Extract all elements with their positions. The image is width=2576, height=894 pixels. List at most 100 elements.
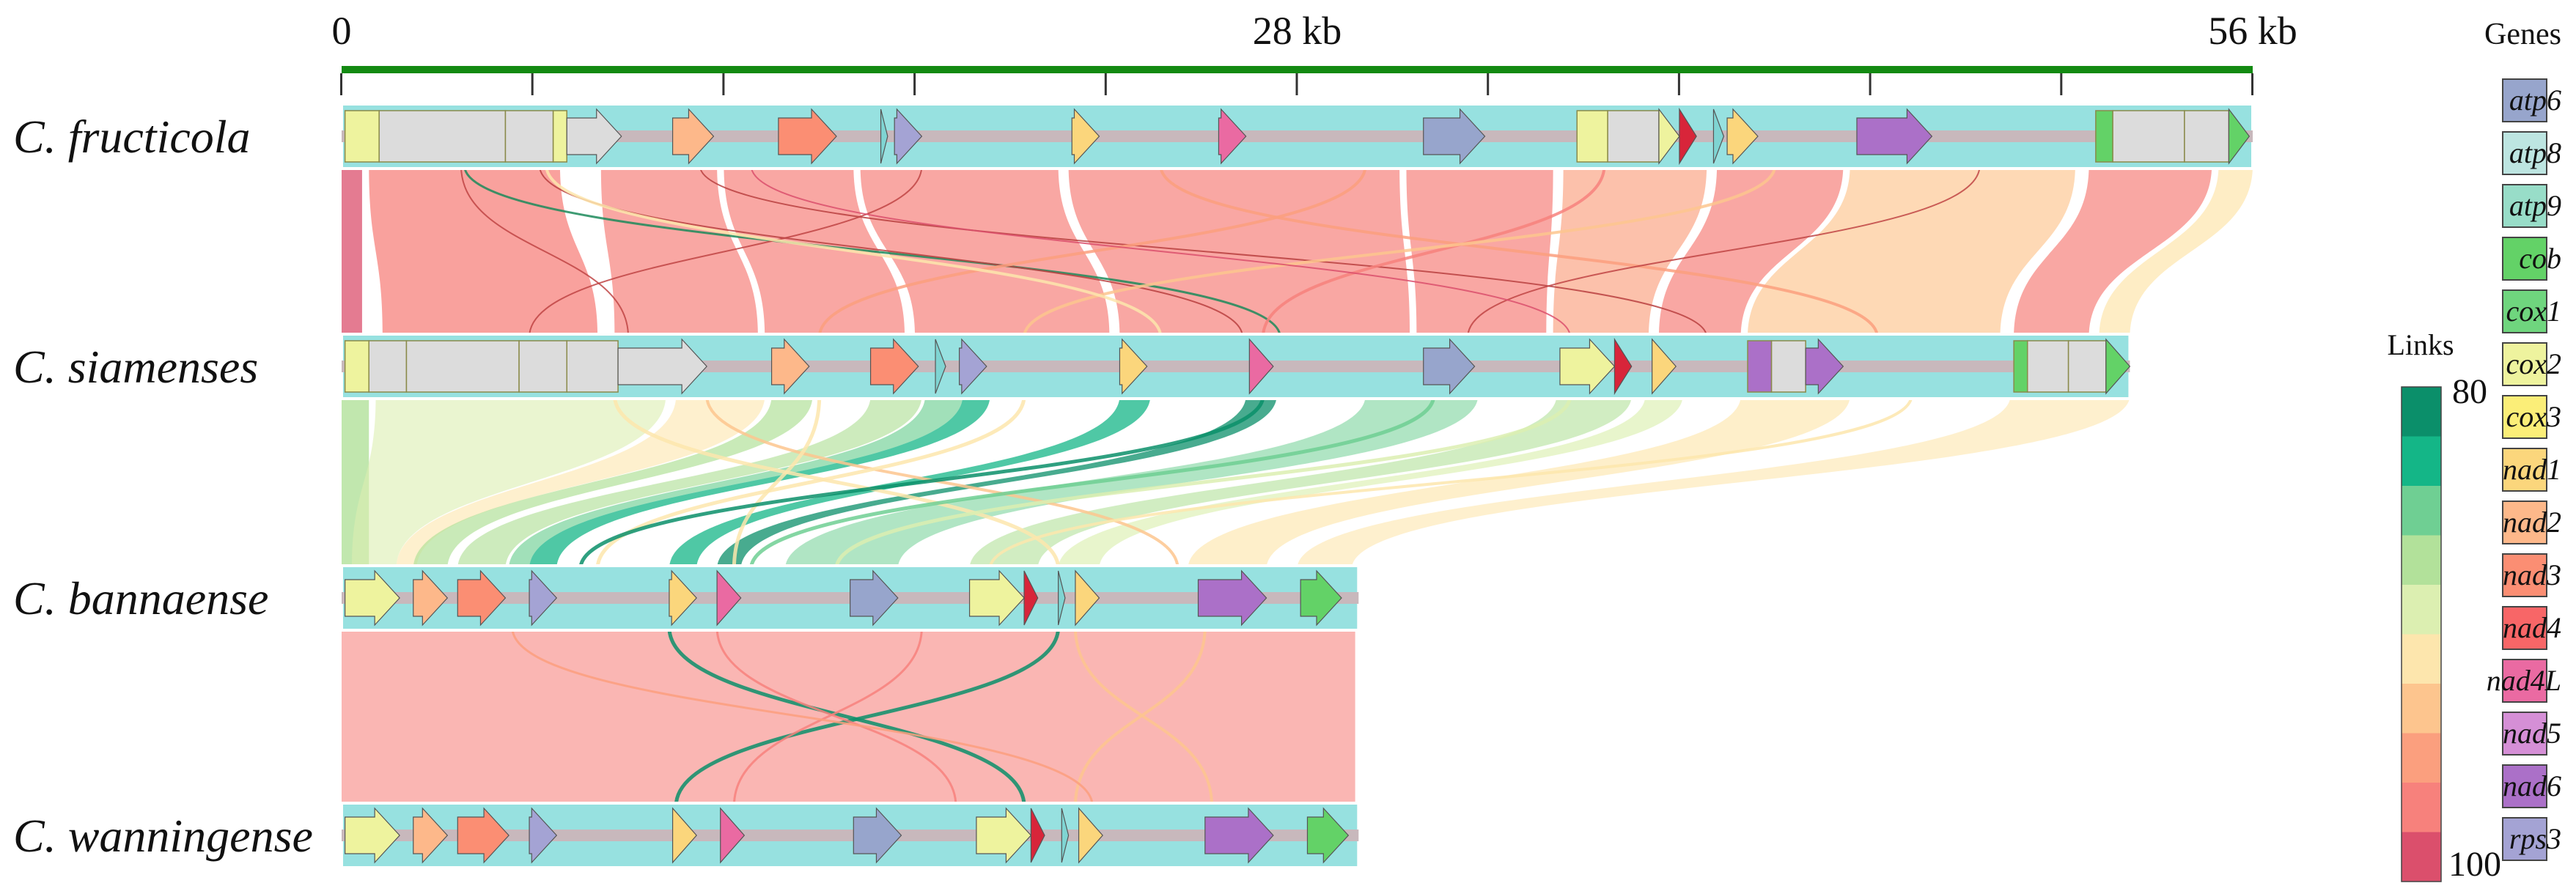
synteny-link [351, 396, 666, 569]
gene-cox2 [345, 807, 400, 864]
gene-cob [2095, 110, 2113, 163]
legend-swatch-cox2 [2502, 342, 2547, 386]
synteny-link [612, 395, 1061, 569]
legend-label: cox1 [2506, 295, 2561, 328]
gene-teal [1058, 570, 1066, 626]
legend-swatch-nad4 [2502, 606, 2547, 650]
synteny-link [545, 165, 1163, 338]
synteny-link [1406, 166, 1553, 337]
synteny-link [369, 166, 598, 337]
legend-label: nad1 [2503, 453, 2561, 486]
gene-red [1613, 337, 1633, 396]
genes-legend: Genes atp6 atp8 atp9 cob cox1 cox2 cox3 nad1 nad2… [2484, 18, 2561, 861]
gene-nad6 [1805, 338, 1844, 395]
synteny-link [1553, 166, 1707, 337]
synteny-link [413, 396, 813, 569]
synteny-link [600, 166, 758, 337]
gene-nad1 [669, 569, 697, 627]
legend-swatch-atp9 [2502, 184, 2547, 228]
synteny-link [578, 395, 1265, 569]
gene-grey [1607, 110, 1660, 163]
scale-tick-label: 56 kb [2208, 9, 2297, 53]
legend-swatch-rps3 [2502, 817, 2547, 861]
synteny-link [529, 396, 990, 569]
synteny-link [717, 396, 1277, 569]
legend-swatch-cox3 [2502, 395, 2547, 439]
synteny-link [1159, 165, 1879, 338]
synteny-link [1261, 165, 1606, 338]
links-legend: Links 80 100 [2387, 328, 2501, 884]
synteny-link [860, 166, 1110, 337]
links-legend-title: Links [2387, 328, 2454, 361]
synteny-link [460, 165, 630, 338]
synteny-link [750, 165, 1571, 338]
gene-cox2 [344, 110, 380, 163]
gene-cox2 [1658, 108, 1680, 165]
gene-nad3 [869, 338, 919, 395]
gene-teal [1061, 808, 1070, 863]
legend-swatch-nad4L [2502, 659, 2547, 703]
scale-tick [1295, 73, 1298, 95]
scale-tick-label: 0 [332, 9, 352, 53]
gene-nad4L [1218, 108, 1247, 165]
legend-label: atp8 [2509, 136, 2561, 169]
links-scale-segment [2402, 832, 2441, 882]
legend-label: nad2 [2503, 506, 2561, 539]
synteny-link [732, 627, 923, 807]
gene-grey [617, 338, 707, 395]
genome-track-1 [340, 333, 2132, 400]
synteny-link [699, 165, 1708, 338]
legend-label: atp6 [2509, 84, 2561, 117]
links-scale-segment [2402, 387, 2441, 437]
gene-nad1 [1071, 108, 1100, 165]
links-scale-segment [2402, 436, 2441, 487]
gene-nad1 [1078, 807, 1103, 864]
synteny-link [1073, 627, 1207, 807]
legend-label: cob [2519, 242, 2561, 275]
gene-cox2 [345, 569, 400, 627]
gene-nad3 [778, 108, 837, 165]
gene-cob [2105, 338, 2131, 395]
species-label: C. bannaense [13, 572, 268, 624]
gene-nad1 [1726, 108, 1759, 165]
species-label: C. siamenses [13, 341, 258, 393]
gene-rps3 [529, 807, 558, 864]
legend-swatch-nad1 [2502, 448, 2547, 492]
scale-tick [1869, 73, 1872, 95]
species-labels: C. fructicola C. siamenses C. bannaense C. … [13, 111, 313, 862]
synteny-link [705, 395, 1180, 569]
gene-atp6 [850, 569, 899, 627]
synteny-link [1068, 166, 1410, 337]
scale-tick [2251, 73, 2253, 95]
synteny-links [342, 165, 2253, 807]
legend-label: nad3 [2503, 558, 2561, 591]
links-scale-segment [2402, 535, 2441, 585]
gene-grey [566, 108, 622, 165]
gene-cox2 [968, 569, 1025, 627]
synteny-link [785, 396, 1479, 569]
gene-cob [2228, 108, 2251, 165]
scale-tick [722, 73, 725, 95]
legend-label: rps3 [2509, 822, 2561, 855]
synteny-link [511, 627, 1094, 807]
gene-nad2 [671, 108, 715, 165]
gene-teal [935, 339, 946, 394]
gene-grey [1770, 340, 1806, 393]
links-scale-segment [2402, 684, 2441, 734]
track-spine [342, 130, 2253, 142]
gene-rps3 [894, 108, 923, 165]
gene-grey [504, 110, 554, 163]
synteny-link [1023, 165, 1777, 338]
genome-track-0 [340, 103, 2254, 170]
gene-red [1030, 808, 1045, 863]
gene-cox2 [1559, 338, 1616, 395]
legend-swatch-cox1 [2502, 289, 2547, 333]
gene-red [1679, 107, 1697, 166]
species-label: C. fructicola [13, 111, 251, 163]
links-scale-frame [2401, 386, 2442, 882]
synteny-link [1073, 627, 1214, 807]
legend-swatch-atp6 [2502, 78, 2547, 122]
track-spine [342, 830, 1359, 841]
gene-teal [880, 108, 888, 164]
